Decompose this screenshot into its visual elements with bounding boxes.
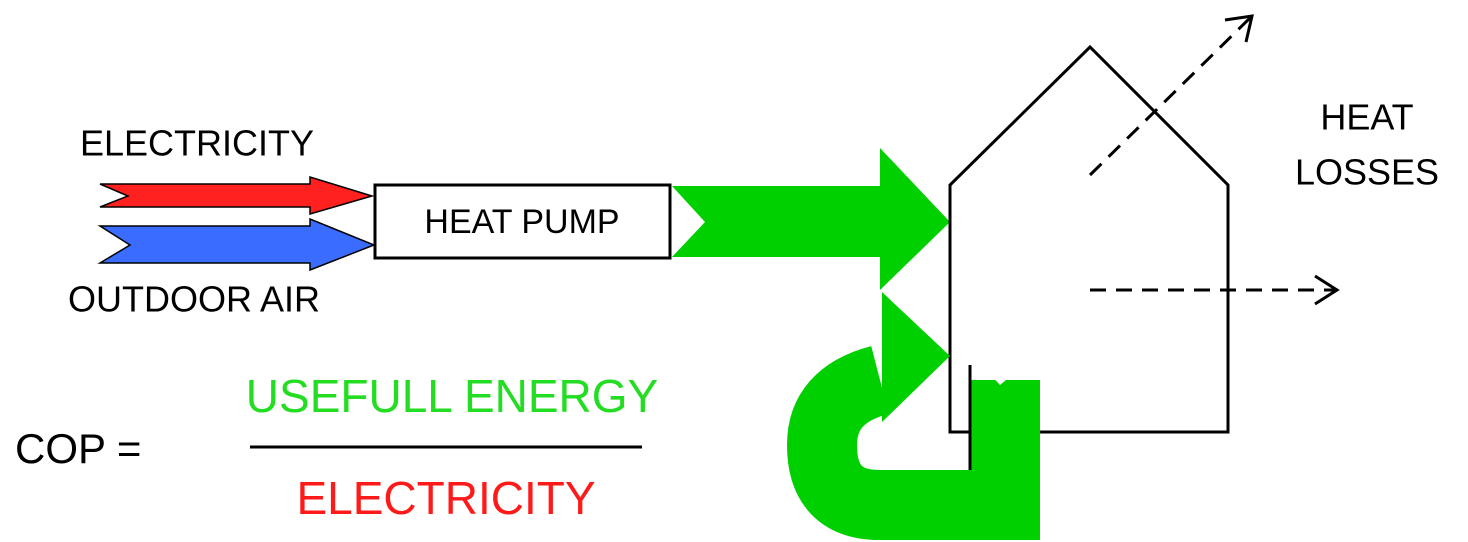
formula-denominator: ELECTRICITY [296, 472, 595, 524]
input-label: OUTDOOR AIR [68, 279, 320, 320]
recirculation-arrow [786, 346, 1040, 540]
input-label: ELECTRICITY [80, 123, 314, 164]
useful-heat-arrow [672, 148, 950, 290]
loss-arrow-up-head [1224, 14, 1254, 43]
loss-arrow-right-head [1314, 274, 1340, 306]
losses-label: HEAT [1320, 97, 1413, 138]
heat-pump-box [373, 183, 672, 260]
formula-numerator: USEFULL ENERGY [246, 370, 658, 422]
house-outline [948, 44, 1230, 434]
loss-arrow-up [1088, 16, 1252, 177]
recirculation-head [882, 292, 950, 422]
recirculation-notch [968, 350, 1042, 385]
outdoor-air-arrow [97, 217, 377, 272]
losses-label: LOSSES [1295, 152, 1439, 193]
formula-lhs: COP = [15, 425, 141, 472]
electricity-arrow [99, 175, 375, 215]
device-label: HEAT PUMP [424, 203, 619, 241]
